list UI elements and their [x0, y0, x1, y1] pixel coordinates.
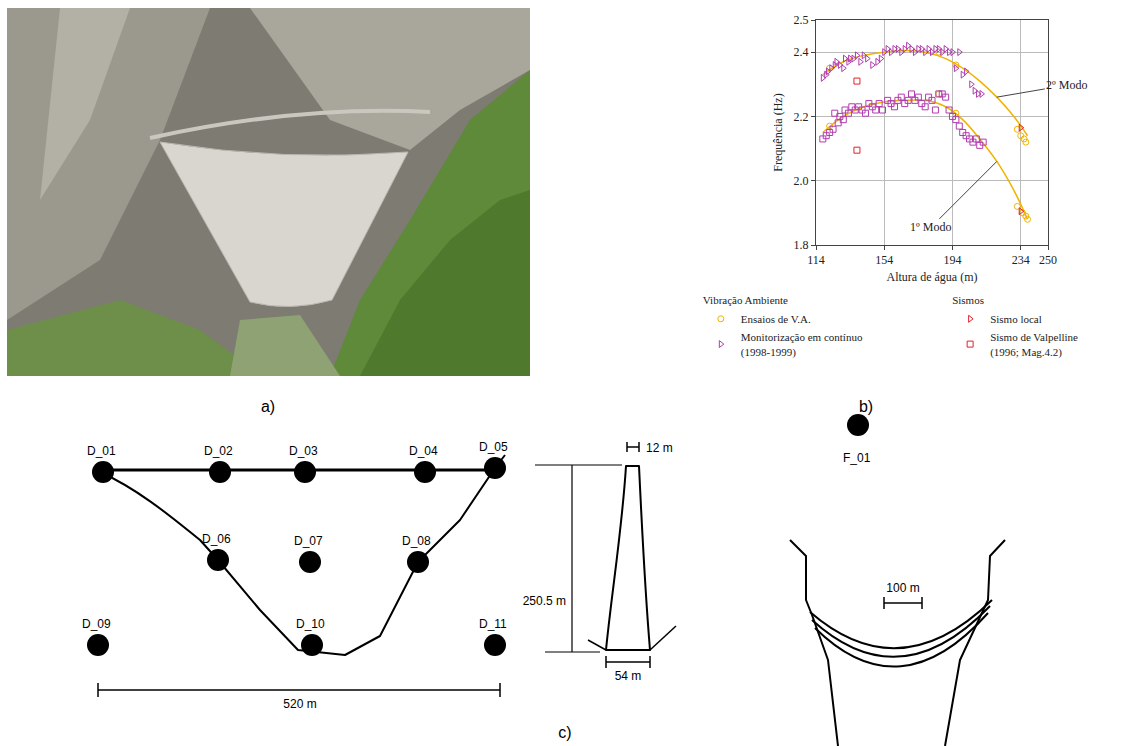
- svg-text:D_03: D_03: [289, 444, 318, 458]
- svg-text:D_04: D_04: [409, 444, 438, 458]
- svg-text:520 m: 520 m: [283, 697, 316, 711]
- svg-text:D_05: D_05: [479, 440, 508, 454]
- svg-text:250.5 m: 250.5 m: [523, 594, 566, 608]
- svg-text:194: 194: [943, 253, 961, 267]
- svg-text:114: 114: [807, 253, 825, 267]
- svg-text:D_01: D_01: [87, 444, 116, 458]
- svg-text:D_07: D_07: [294, 534, 323, 548]
- svg-text:Sismo de Valpelline(1996; Mag.: Sismo de Valpelline(1996; Mag.4.2): [990, 331, 1078, 358]
- svg-text:D_06: D_06: [202, 532, 231, 546]
- svg-text:D_08: D_08: [402, 534, 431, 548]
- svg-text:c): c): [558, 724, 571, 741]
- svg-text:Altura de água (m): Altura de água (m): [887, 270, 978, 284]
- svg-text:Sismo local: Sismo local: [990, 313, 1042, 325]
- svg-text:Monitorização em contínuo(1998: Monitorização em contínuo(1998-1999): [741, 331, 863, 358]
- svg-text:b): b): [859, 398, 873, 415]
- svg-text:D_11: D_11: [479, 617, 507, 631]
- svg-text:Vibração Ambiente: Vibração Ambiente: [703, 294, 788, 306]
- svg-text:Ensaios de V.A.: Ensaios de V.A.: [741, 313, 811, 325]
- svg-text:D_02: D_02: [204, 444, 233, 458]
- svg-text:D_09: D_09: [82, 617, 111, 631]
- svg-text:D_10: D_10: [296, 617, 325, 631]
- svg-text:100 m: 100 m: [886, 581, 919, 595]
- svg-text:12 m: 12 m: [646, 441, 673, 455]
- svg-text:154: 154: [875, 253, 893, 267]
- svg-text:234: 234: [1012, 253, 1030, 267]
- svg-text:2.4: 2.4: [794, 45, 809, 59]
- svg-text:F_01: F_01: [843, 451, 871, 465]
- svg-text:Sismos: Sismos: [952, 294, 984, 306]
- svg-text:2º Modo: 2º Modo: [1046, 78, 1087, 92]
- svg-text:a): a): [261, 398, 275, 415]
- svg-text:Frequência (Hz): Frequência (Hz): [771, 93, 785, 171]
- svg-text:54 m: 54 m: [615, 669, 642, 683]
- svg-text:2.5: 2.5: [794, 13, 809, 27]
- svg-text:1º Modo: 1º Modo: [910, 220, 951, 234]
- svg-text:1.8: 1.8: [794, 238, 809, 252]
- svg-text:2.0: 2.0: [794, 174, 809, 188]
- svg-text:250: 250: [1039, 253, 1057, 267]
- svg-text:2.2: 2.2: [794, 110, 809, 124]
